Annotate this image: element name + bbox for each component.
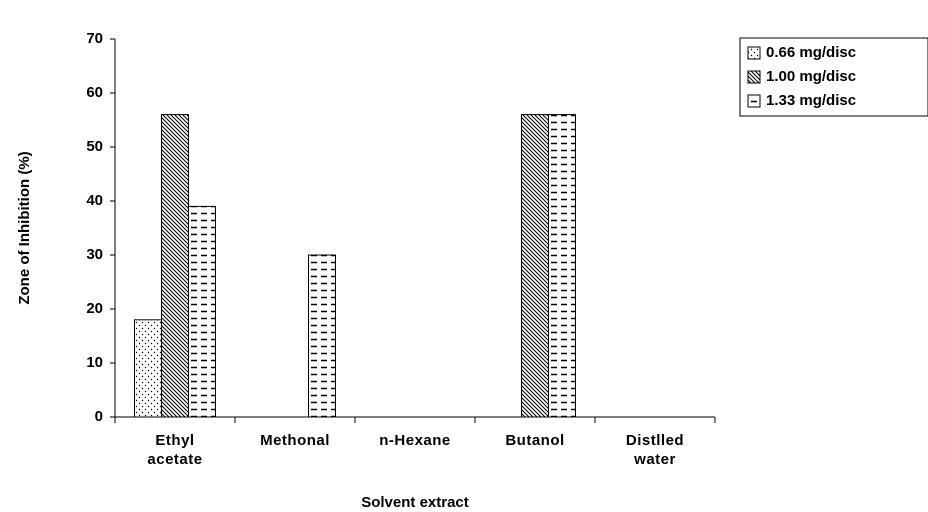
x-tick-label: Methonal — [260, 432, 330, 449]
x-tick-label: Butanol — [505, 432, 565, 449]
y-axis-label: Zone of Inhibition (%) — [16, 151, 33, 304]
x-tick-label: Distlled water — [625, 432, 685, 468]
legend-label: 0.66 mg/disc — [766, 44, 856, 61]
legend-label: 1.33 mg/disc — [766, 92, 856, 109]
x-tick-label: n-Hexane — [379, 432, 451, 449]
legend-swatch — [747, 46, 761, 60]
y-tick-label: 60 — [86, 84, 103, 101]
bar — [548, 114, 576, 418]
bar — [161, 114, 189, 418]
y-tick-label: 70 — [86, 30, 103, 47]
x-tick-label: Ethyl acetate — [147, 432, 203, 468]
bar — [134, 319, 162, 418]
legend-swatch — [747, 70, 761, 84]
y-tick-label: 0 — [95, 408, 103, 425]
y-tick-label: 10 — [86, 354, 103, 371]
y-tick-label: 30 — [86, 246, 103, 263]
y-tick-label: 40 — [86, 192, 103, 209]
legend-label: 1.00 mg/disc — [766, 68, 856, 85]
bar — [188, 205, 216, 418]
bar — [521, 114, 549, 418]
x-axis-label: Solvent extract — [361, 494, 469, 511]
bar — [308, 254, 336, 418]
y-tick-label: 20 — [86, 300, 103, 317]
y-tick-label: 50 — [86, 138, 103, 155]
legend-box — [739, 37, 928, 117]
legend-swatch — [747, 94, 761, 108]
